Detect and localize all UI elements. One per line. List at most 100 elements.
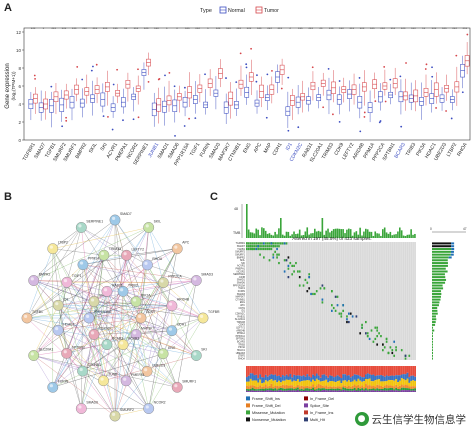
network-edge [52,248,83,372]
gene-freq-bar [432,267,446,270]
spectrum-segment [408,388,411,391]
outlier-point [399,75,402,78]
spectrum-segment [387,379,390,386]
network-edge [148,227,204,319]
spectrum-segment [340,387,343,390]
spectrum-segment [385,384,388,389]
tmb-bar [366,229,369,238]
spectrum-segment [365,366,367,375]
spectrum-segment [332,366,335,378]
spectrum-segment [366,385,369,390]
spectrum-segment [395,379,398,385]
spectrum-segment [312,390,314,392]
spectrum-segment [353,366,356,375]
network-node [61,276,73,288]
network-edge [33,280,59,331]
mutation-tile [334,295,337,298]
spectrum-segment [247,375,250,382]
mutation-tile [366,332,369,335]
gene-label: SPTBN1 [236,338,246,341]
spectrum-segment [395,375,398,380]
spectrum-segment [344,385,347,389]
tmb-bar [410,229,412,238]
network-node-label: SMURF2 [120,408,134,412]
boxplot-chart: 0 2 4 6 8 10 12 Gene expression (log₂(TPM+1)) Typ… [5,6,471,167]
gene-label: MAP3K7 [236,296,246,299]
spectrum-segment [251,373,254,381]
gene-label: PMEPA1 [235,267,245,270]
outlier-point [92,65,94,68]
mutation-tile [272,245,275,248]
network-node-highlight [63,350,67,354]
spectrum-segment [351,388,354,391]
spectrum-segment [308,388,311,391]
spectrum-segment [399,385,401,390]
mutation-tile [274,245,277,248]
spectrum-segment [336,381,339,387]
significance-label: *** [92,26,97,31]
network-edge [33,305,59,356]
mutation-tile [387,351,390,355]
outlier-point [455,54,458,57]
tmb-bar [404,235,407,238]
spectrum-segment [378,366,381,376]
spectrum-segment [383,390,386,392]
panel-b-label: B [4,191,12,203]
network-node-label: ARID4B [177,298,190,302]
spectrum-segment [280,382,282,386]
spectrum-segment [338,390,341,392]
spectrum-segment [268,388,271,391]
network-node-highlight [55,302,59,306]
outlier-point [132,118,135,121]
outlier-point [322,106,325,109]
spectrum-segment [306,366,309,375]
spectrum-segment [274,380,277,386]
spectrum-segment [348,366,350,376]
spectrum-segment [270,388,273,391]
y-axis-label: Gene expression [5,63,11,108]
gene-label: CTNNB1 [235,298,245,301]
outlier-point [81,78,84,81]
tmb-bar [374,231,377,238]
mutation-tile [257,242,260,245]
network-node-highlight [138,314,142,318]
tmb-bar [261,227,263,238]
tmb-bar [293,231,295,238]
spectrum-segment [406,372,409,379]
mutation-tile [374,337,377,341]
network-node-highlight [174,384,178,388]
outlier-point [431,75,434,78]
spectrum-segment [385,390,388,392]
spectrum-segment [298,375,301,382]
spectrum-segment [255,390,258,392]
spectrum-segment [263,382,265,387]
spectrum-segment [278,366,280,376]
spectrum-segment [370,366,373,375]
spectrum-segment [281,388,284,391]
tmb-bar [274,231,276,238]
spectrum-segment [399,380,401,386]
network-edge [33,280,67,354]
tmb-axis-label: TMB [233,231,241,235]
network-node [121,249,132,261]
spectrum-segment [253,385,256,389]
mutation-tile [289,261,292,265]
network-node-highlight [123,252,127,256]
gene-freq-bar [432,281,446,284]
network-node-label: LTBP2 [58,241,68,245]
network-edge [163,280,197,283]
outlier-point [400,125,403,128]
spectrum-segment [319,381,322,385]
spectrum-segment [325,389,328,391]
spectrum-segment [261,390,263,392]
mutation-tile [393,354,396,357]
spectrum-segment [259,374,262,380]
mutation-tile [264,247,267,251]
spectrum-segment [365,388,367,391]
network-node [75,403,87,414]
network-edge [52,334,95,388]
significance-label: *** [463,26,468,31]
gene-label: UBE2D3 [236,352,246,355]
network-node-label: PPP2CA [168,275,182,279]
outlier-point [297,126,300,129]
